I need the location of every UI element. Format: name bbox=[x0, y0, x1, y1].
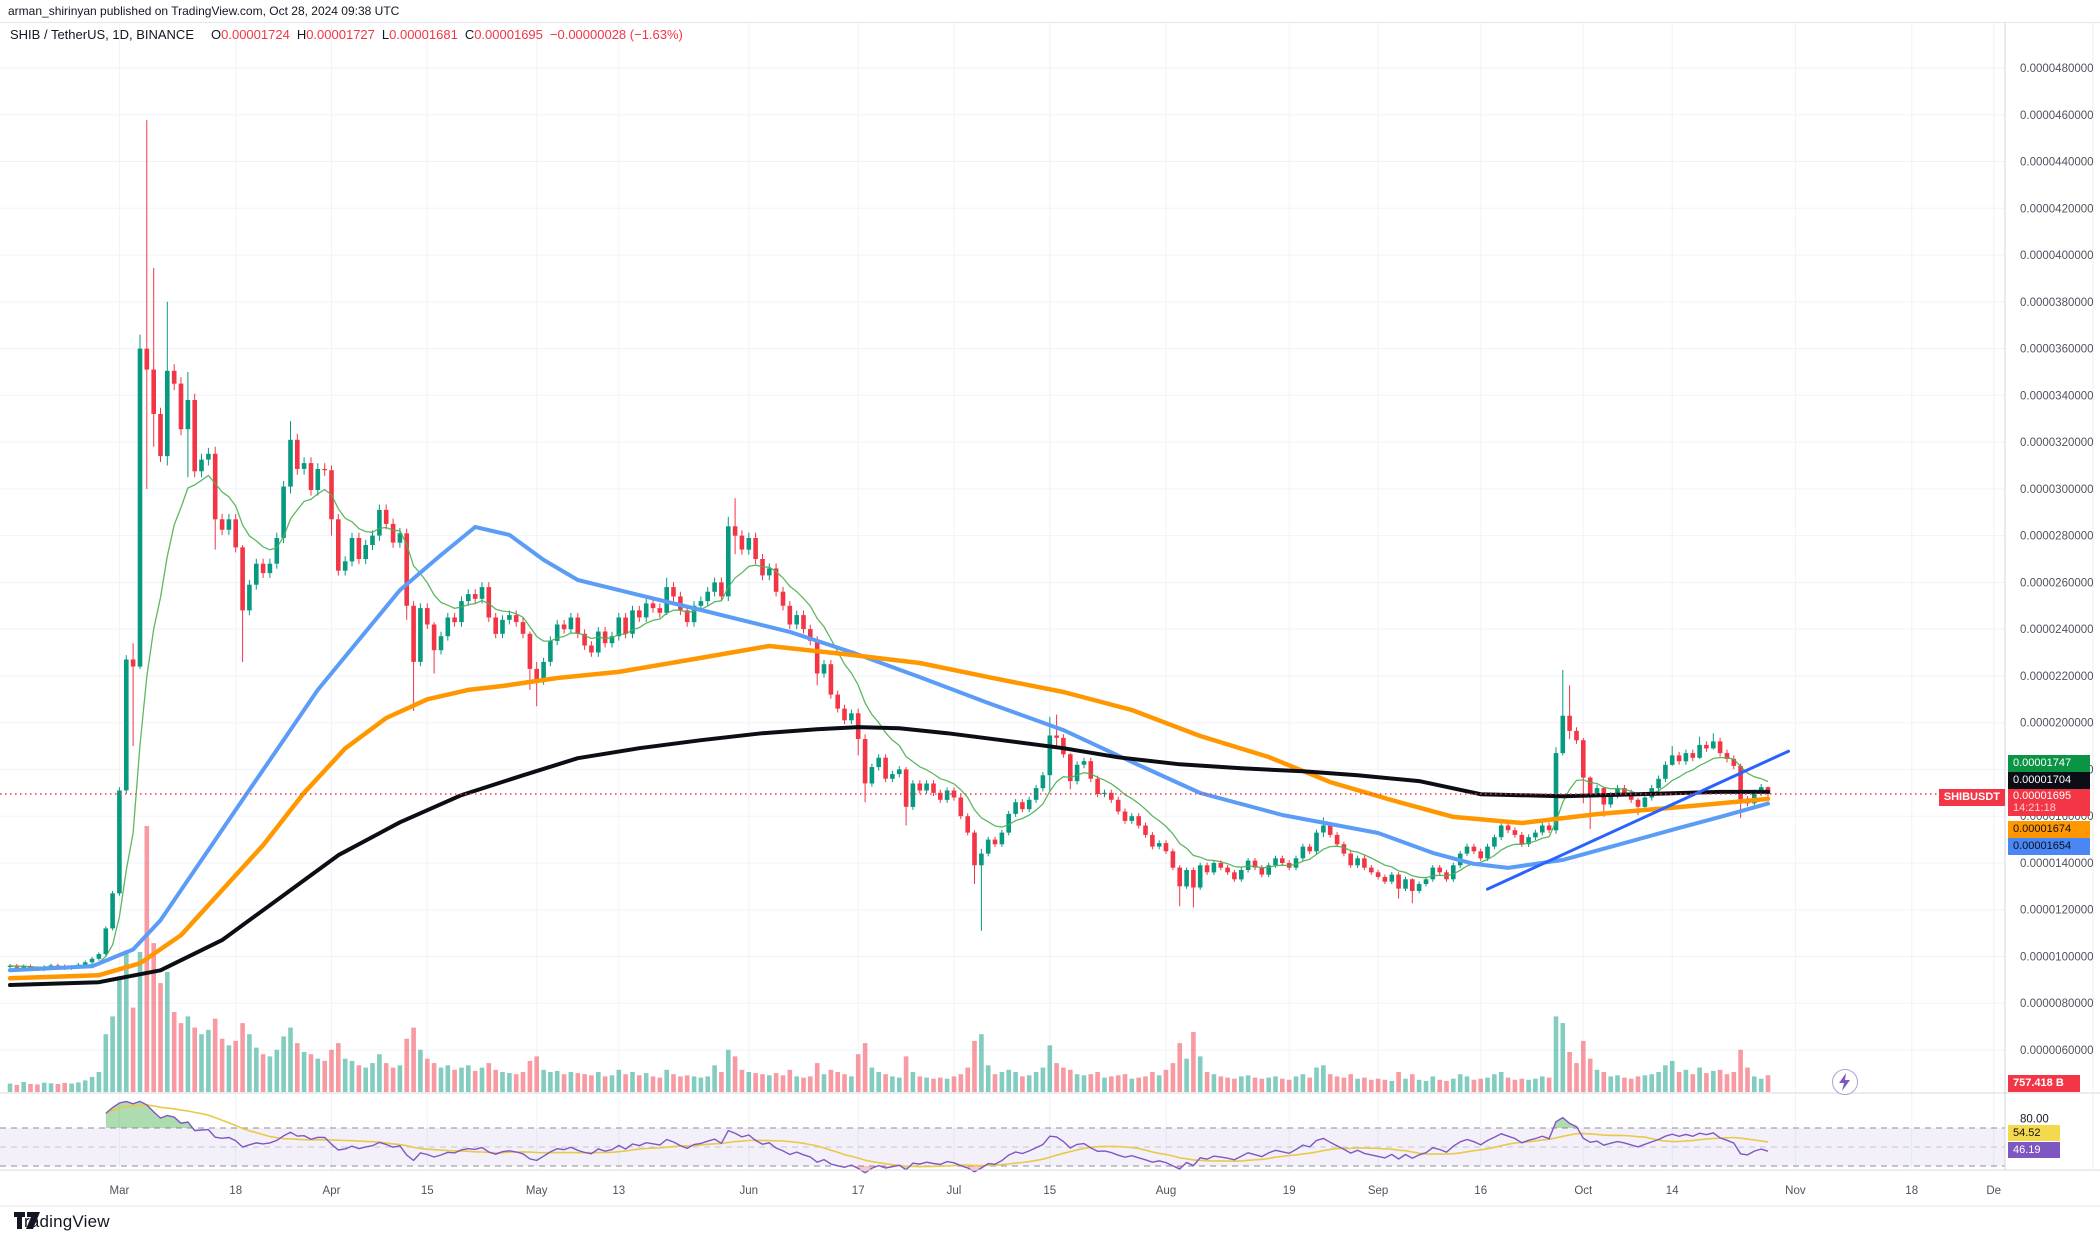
svg-text:14: 14 bbox=[1666, 1185, 1679, 1197]
svg-text:15: 15 bbox=[1043, 1185, 1056, 1197]
svg-text:16: 16 bbox=[1474, 1185, 1487, 1197]
open-label: O bbox=[211, 27, 222, 42]
symbol-legend[interactable]: SHIB / TetherUS, 1D, BINANCE O0.00001724 H… bbox=[10, 27, 683, 45]
svg-text:13: 13 bbox=[612, 1185, 625, 1197]
close-value: 0.00001695 bbox=[474, 27, 543, 42]
svg-text:0.0000100000: 0.0000100000 bbox=[2020, 952, 2094, 964]
svg-text:0.0000240000: 0.0000240000 bbox=[2020, 624, 2094, 636]
svg-text:17: 17 bbox=[852, 1185, 865, 1197]
svg-text:0.0000220000: 0.0000220000 bbox=[2020, 671, 2094, 683]
svg-text:18: 18 bbox=[1905, 1185, 1918, 1197]
svg-text:Nov: Nov bbox=[1785, 1185, 1806, 1197]
open-value: 0.00001724 bbox=[221, 27, 290, 42]
svg-text:Jun: Jun bbox=[740, 1185, 759, 1197]
svg-text:Oct: Oct bbox=[1574, 1185, 1593, 1197]
ma-orange-price-label: 0.00001674 bbox=[2008, 821, 2090, 838]
close-label: C bbox=[464, 27, 475, 42]
low-label: L bbox=[381, 27, 390, 42]
svg-text:0.0000260000: 0.0000260000 bbox=[2020, 577, 2094, 589]
symbol-title: SHIB / TetherUS, 1D, BINANCE bbox=[10, 27, 194, 42]
candle-countdown: 14:21:18 bbox=[2013, 802, 2056, 814]
attribution-text: arman_shirinyan published on TradingView… bbox=[8, 4, 400, 18]
svg-text:0.0000080000: 0.0000080000 bbox=[2020, 998, 2094, 1010]
volume-value-label: 757.418 B bbox=[2008, 1075, 2080, 1092]
svg-text:0.0000280000: 0.0000280000 bbox=[2020, 531, 2094, 543]
ma-blue-price-label: 0.00001654 bbox=[2008, 838, 2090, 855]
svg-text:May: May bbox=[526, 1185, 548, 1197]
svg-text:0.0000380000: 0.0000380000 bbox=[2020, 297, 2094, 309]
svg-text:18: 18 bbox=[229, 1185, 242, 1197]
svg-text:0.0000440000: 0.0000440000 bbox=[2020, 157, 2094, 169]
low-value: 0.00001681 bbox=[389, 27, 458, 42]
svg-text:Sep: Sep bbox=[1368, 1185, 1388, 1197]
high-value: 0.00001727 bbox=[306, 27, 375, 42]
svg-text:0.0000300000: 0.0000300000 bbox=[2020, 484, 2094, 496]
svg-text:0.0000140000: 0.0000140000 bbox=[2020, 858, 2094, 870]
boost-button[interactable] bbox=[1832, 1069, 1858, 1095]
svg-text:0.0000360000: 0.0000360000 bbox=[2020, 344, 2094, 356]
svg-text:De: De bbox=[1986, 1185, 2001, 1197]
svg-text:0.0000320000: 0.0000320000 bbox=[2020, 437, 2094, 449]
svg-text:Jul: Jul bbox=[947, 1185, 962, 1197]
high-label: H bbox=[296, 27, 307, 42]
svg-text:0.0000460000: 0.0000460000 bbox=[2020, 110, 2094, 122]
svg-text:0.0000120000: 0.0000120000 bbox=[2020, 905, 2094, 917]
svg-text:0.0000480000: 0.0000480000 bbox=[2020, 63, 2094, 75]
svg-text:Aug: Aug bbox=[1156, 1185, 1176, 1197]
svg-text:0.0000060000: 0.0000060000 bbox=[2020, 1045, 2094, 1057]
tradingview-mark-icon bbox=[14, 1212, 40, 1229]
last-price-label: 0.00001695 14:21:18 bbox=[2008, 789, 2090, 816]
svg-text:Apr: Apr bbox=[323, 1185, 341, 1197]
svg-text:0.0000400000: 0.0000400000 bbox=[2020, 250, 2094, 262]
svg-text:0.0000420000: 0.0000420000 bbox=[2020, 203, 2094, 215]
rsi-ma-label: 54.52 bbox=[2008, 1125, 2060, 1141]
svg-text:0.0000340000: 0.0000340000 bbox=[2020, 390, 2094, 402]
last-price-value: 0.00001695 bbox=[2013, 790, 2072, 802]
svg-text:0.0000200000: 0.0000200000 bbox=[2020, 718, 2094, 730]
svg-text:80.00: 80.00 bbox=[2020, 1114, 2049, 1126]
rsi-value-label: 46.19 bbox=[2008, 1142, 2060, 1158]
ma-black-price-label: 0.00001704 bbox=[2008, 772, 2090, 789]
svg-text:Mar: Mar bbox=[109, 1185, 129, 1197]
tradingview-logo[interactable]: TradingView bbox=[14, 1212, 110, 1232]
ma-green-price-label: 0.00001747 bbox=[2008, 755, 2090, 772]
change-value: −0.00000028 (−1.63%) bbox=[549, 27, 683, 42]
lightning-icon bbox=[1839, 1073, 1850, 1091]
svg-text:15: 15 bbox=[421, 1185, 434, 1197]
symbol-tag: SHIBUSDT bbox=[1938, 789, 2005, 806]
attribution-bar: arman_shirinyan published on TradingView… bbox=[0, 0, 2100, 23]
svg-text:19: 19 bbox=[1283, 1185, 1296, 1197]
